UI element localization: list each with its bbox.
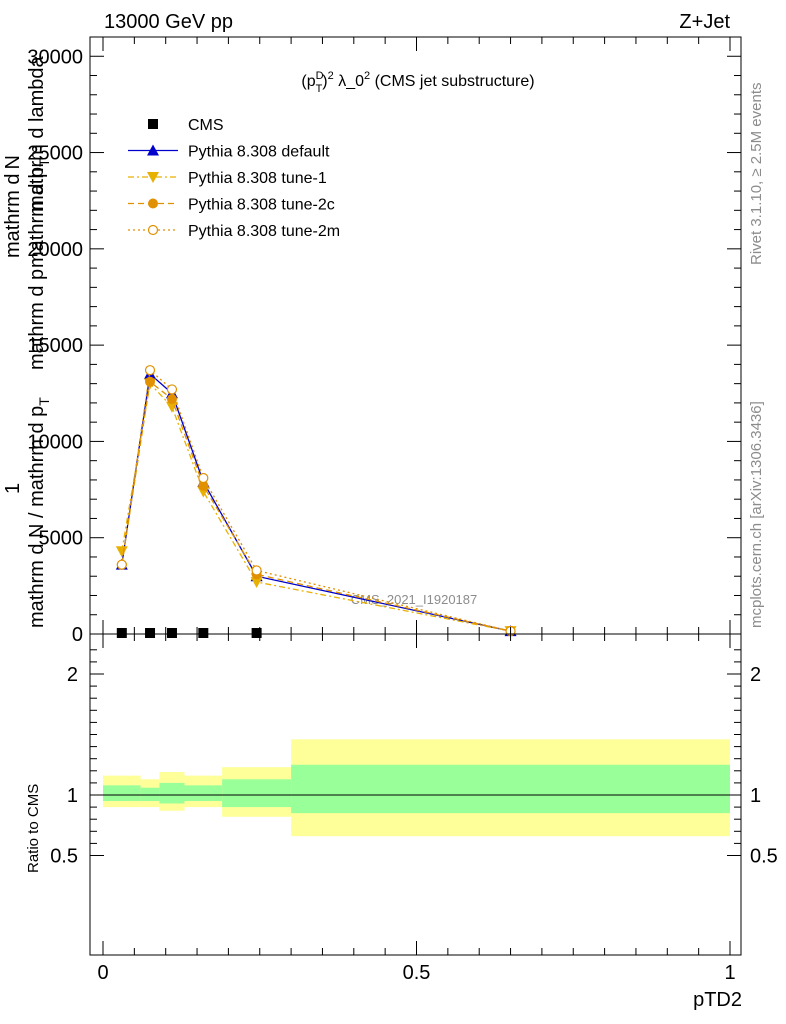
data-point-cms xyxy=(251,628,262,638)
upper-y-tick-label: 20000 xyxy=(27,239,83,261)
ratio-y-tick-label-right: 2 xyxy=(750,664,761,686)
y-label-one: 1 xyxy=(2,483,24,494)
header-right: Z+Jet xyxy=(679,11,730,33)
upper-y-tick-label: 15000 xyxy=(27,335,83,357)
data-point-cms xyxy=(116,628,127,638)
data-point-pythia-8-308-tune-2c xyxy=(145,376,156,387)
x-tick-label: 0.5 xyxy=(403,962,431,984)
legend-label-cms: CMS xyxy=(188,117,224,134)
upper-y-tick-label: 30000 xyxy=(27,46,83,68)
x-tick-label: 1 xyxy=(724,962,735,984)
data-point-pythia-8-308-tune-2m xyxy=(251,565,262,576)
legend-label-pythia-8-308-tune-1: Pythia 8.308 tune-1 xyxy=(188,170,327,187)
ratio-y-tick-label-left: 0.5 xyxy=(50,846,78,868)
y-label-lower-2: mathrm d p xyxy=(26,269,48,370)
upper-y-tick-label: 5000 xyxy=(39,528,84,550)
x-axis-label: pTD2 xyxy=(693,989,742,1011)
series-line-pythia-8-308-tune-2c xyxy=(121,380,511,632)
ratio-y-label: Ratio to CMS xyxy=(25,784,42,873)
legend-marker-pythia-8-308-default xyxy=(147,144,159,156)
data-point-pythia-8-308-tune-2m xyxy=(198,472,209,484)
ratio-band-green-2 xyxy=(159,782,185,804)
ratio-band-green-3 xyxy=(184,785,223,802)
ratio-y-tick-label-left: 1 xyxy=(67,785,78,807)
ratio-band-green-4 xyxy=(222,779,292,808)
data-point-cms xyxy=(145,628,156,638)
legend-label-pythia-8-308-tune-2m: Pythia 8.308 tune-2m xyxy=(188,223,340,240)
ratio-y-tick-label-left: 2 xyxy=(67,664,78,686)
upper-y-tick-label: 10000 xyxy=(27,431,83,453)
ratio-y-tick-label-right: 0.5 xyxy=(750,846,778,868)
axes-layer: 0 5000 10000 15000 20000 25000 30000 0 0.5 1 0.5 0.… xyxy=(27,36,778,984)
data-point-pythia-8-308-tune-2m xyxy=(144,365,156,376)
legend-marker-cms xyxy=(148,119,158,129)
ratio-band-green-5 xyxy=(291,764,730,814)
header-left: 13000 GeV pp xyxy=(104,11,233,33)
data-point-pythia-8-308-tune-2m xyxy=(116,559,127,570)
data-point-pythia-8-308-tune-2m xyxy=(166,384,178,395)
y-label-upper-3: mathrm d lambda xyxy=(26,56,48,212)
legend-marker-pythia-8-308-tune-1 xyxy=(147,172,159,183)
data-point-pythia-8-308-tune-1 xyxy=(115,546,128,558)
ratio-bands xyxy=(90,739,741,837)
ratio-y-tick-label-right: 1 xyxy=(750,785,761,807)
data-point-pythia-8-308-tune-1 xyxy=(165,401,178,413)
y-label-lower: mathrm d N / mathrm d pT xyxy=(26,397,52,628)
legend-label-pythia-8-308-tune-2c: Pythia 8.308 tune-2c xyxy=(188,197,335,214)
ratio-band-green-1 xyxy=(140,787,160,802)
data-point-pythia-8-308-tune-1 xyxy=(250,577,263,589)
mcplots-label: mcplots.cern.ch [arXiv:1306.3436] xyxy=(748,401,765,628)
data-point-pythia-8-308-tune-2c xyxy=(166,394,177,405)
ratio-band-green-0 xyxy=(103,785,141,802)
plot-title: (pD T)2 λ_02 (CMS jet substructure) xyxy=(301,70,534,95)
upper-y-axis-label: 1 mathrm d N / mathrm d pT mathrm d p ma… xyxy=(2,56,52,628)
rivet-version-label: Rivet 3.1.10, ≥ 2.5M events xyxy=(748,83,765,266)
upper-y-tick-label: 25000 xyxy=(27,143,83,165)
data-point-cms xyxy=(166,628,177,638)
legend: CMS Pythia 8.308 default Pythia 8.308 tune… xyxy=(128,117,340,240)
legend-marker-pythia-8-308-tune-2c xyxy=(148,198,158,209)
y-label-upper-2: mathrm d pT xyxy=(26,158,52,268)
legend-label-pythia-8-308-default: Pythia 8.308 default xyxy=(188,144,330,161)
data-point-cms xyxy=(198,628,209,638)
series-layer xyxy=(115,365,517,638)
legend-marker-pythia-8-308-tune-2m xyxy=(147,224,159,236)
x-tick-label: 0 xyxy=(97,962,108,984)
upper-y-tick-label: 0 xyxy=(72,624,83,646)
y-label-upper: mathrm dN xyxy=(2,155,24,258)
